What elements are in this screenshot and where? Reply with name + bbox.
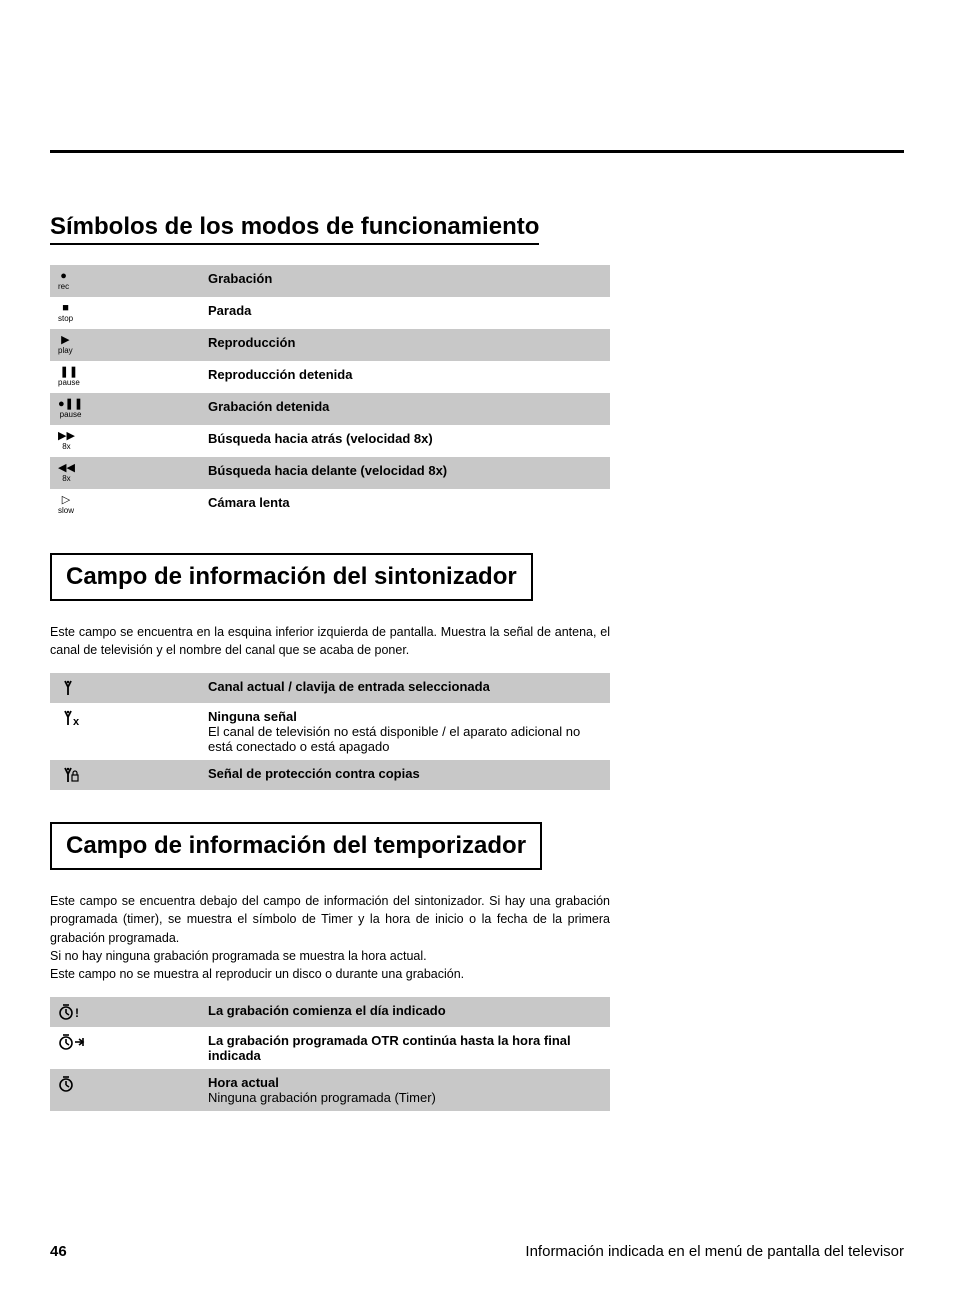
row-label: Grabación xyxy=(208,271,602,286)
section-1: Símbolos de los modos de funcionamiento … xyxy=(50,213,904,521)
top-divider xyxy=(50,150,904,153)
page-footer: 46 Información indicada en el menú de pa… xyxy=(50,1243,904,1260)
rec-icon: ●rec xyxy=(58,271,208,291)
table-row: ▷slowCámara lenta xyxy=(50,489,610,521)
section3-title: Campo de información del temporizador xyxy=(50,822,542,870)
antenna-lock-icon xyxy=(58,766,208,784)
row-label: Canal actual / clavija de entrada selecc… xyxy=(208,679,602,694)
row-label-bold: Búsqueda hacia delante (velocidad 8x) xyxy=(208,463,447,478)
table-row: Canal actual / clavija de entrada selecc… xyxy=(50,673,610,703)
table-row: ●recGrabación xyxy=(50,265,610,297)
row-label-bold: Hora actual xyxy=(208,1075,279,1090)
row-label: Búsqueda hacia delante (velocidad 8x) xyxy=(208,463,602,478)
table-row: x Ninguna señalEl canal de televisión no… xyxy=(50,703,610,760)
row-label-bold: Cámara lenta xyxy=(208,495,290,510)
row-label: Cámara lenta xyxy=(208,495,602,510)
row-label-bold: Búsqueda hacia atrás (velocidad 8x) xyxy=(208,431,433,446)
section-3: Campo de información del temporizador Es… xyxy=(50,822,904,1111)
pause-icon: ❚❚pause xyxy=(58,367,208,387)
table-row: ▶▶8xBúsqueda hacia atrás (velocidad 8x) xyxy=(50,425,610,457)
row-label: La grabación programada OTR continúa has… xyxy=(208,1033,602,1063)
row-label: Reproducción xyxy=(208,335,602,350)
play-icon: ▶play xyxy=(58,335,208,355)
row-label-bold: Grabación detenida xyxy=(208,399,329,414)
table-row: ●❚❚pauseGrabación detenida xyxy=(50,393,610,425)
row-label: Reproducción detenida xyxy=(208,367,602,382)
table-row: ▶playReproducción xyxy=(50,329,610,361)
recpause-icon: ●❚❚pause xyxy=(58,399,208,419)
row-label-bold: Ninguna señal xyxy=(208,709,297,724)
ffwd-icon: ▶▶8x xyxy=(58,431,208,451)
section2-intro: Este campo se encuentra en la esquina in… xyxy=(50,623,610,659)
timer-excl-icon: ! xyxy=(58,1003,208,1021)
table-row: Señal de protección contra copias xyxy=(50,760,610,790)
stop-icon: ■stop xyxy=(58,303,208,323)
table-row: ◀◀8xBúsqueda hacia delante (velocidad 8x… xyxy=(50,457,610,489)
footer-section-name: Información indicada en el menú de panta… xyxy=(525,1243,904,1260)
section3-intro: Este campo se encuentra debajo del campo… xyxy=(50,892,610,983)
slow-icon: ▷slow xyxy=(58,495,208,515)
table-row: La grabación programada OTR continúa has… xyxy=(50,1027,610,1069)
row-label: Parada xyxy=(208,303,602,318)
antenna-icon xyxy=(58,679,208,697)
row-label-sub: Ninguna grabación programada (Timer) xyxy=(208,1090,602,1105)
section2-table: Canal actual / clavija de entrada selecc… xyxy=(50,673,610,790)
row-label-bold: Canal actual / clavija de entrada selecc… xyxy=(208,679,490,694)
svg-text:!: ! xyxy=(75,1006,79,1020)
section1-title: Símbolos de los modos de funcionamiento xyxy=(50,213,539,245)
timer-icon xyxy=(58,1075,208,1093)
row-label-bold: Parada xyxy=(208,303,251,318)
svg-text:x: x xyxy=(73,716,80,727)
section2-title: Campo de información del sintonizador xyxy=(50,553,533,601)
section1-table: ●recGrabación■stopParada▶playReproducció… xyxy=(50,265,610,521)
rwd-icon: ◀◀8x xyxy=(58,463,208,483)
antenna-x-icon: x xyxy=(58,709,208,727)
section-2: Campo de información del sintonizador Es… xyxy=(50,553,904,790)
timer-arrow-icon xyxy=(58,1033,208,1051)
row-label: Hora actualNinguna grabación programada … xyxy=(208,1075,602,1105)
row-label: Búsqueda hacia atrás (velocidad 8x) xyxy=(208,431,602,446)
page-number: 46 xyxy=(50,1243,67,1260)
table-row: ❚❚pauseReproducción detenida xyxy=(50,361,610,393)
row-label-bold: Reproducción xyxy=(208,335,295,350)
row-label: Grabación detenida xyxy=(208,399,602,414)
row-label-bold: La grabación programada OTR continúa has… xyxy=(208,1033,571,1063)
row-label: Ninguna señalEl canal de televisión no e… xyxy=(208,709,602,754)
row-label-bold: La grabación comienza el día indicado xyxy=(208,1003,446,1018)
table-row: ! La grabación comienza el día indicado xyxy=(50,997,610,1027)
row-label: Señal de protección contra copias xyxy=(208,766,602,781)
row-label-bold: Señal de protección contra copias xyxy=(208,766,420,781)
row-label: La grabación comienza el día indicado xyxy=(208,1003,602,1018)
table-row: Hora actualNinguna grabación programada … xyxy=(50,1069,610,1111)
table-row: ■stopParada xyxy=(50,297,610,329)
row-label-bold: Grabación xyxy=(208,271,272,286)
row-label-bold: Reproducción detenida xyxy=(208,367,352,382)
row-label-sub: El canal de televisión no está disponibl… xyxy=(208,724,602,754)
section3-table: ! La grabación comienza el día indicado … xyxy=(50,997,610,1111)
